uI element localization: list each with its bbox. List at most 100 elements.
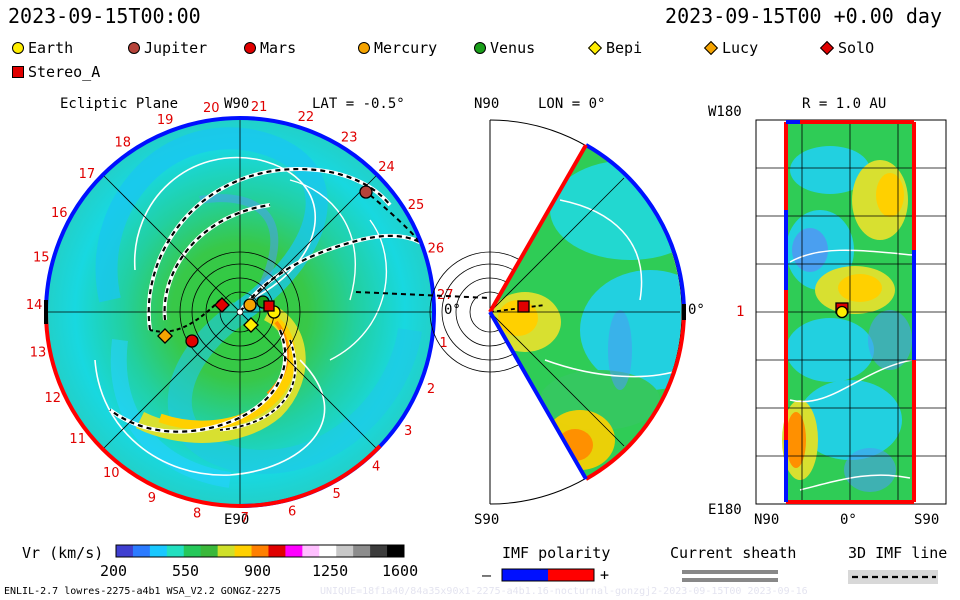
imf-polarity-minus: – [482,566,492,584]
sector-label: 21 [251,100,268,115]
stereo-a-marker-icon [12,66,24,78]
colorbar-cell [319,545,337,557]
colorbar-cell [132,545,151,557]
colorbar-cell [200,545,219,557]
colorbar-title: Vr (km/s) [22,544,104,562]
map-r-label: R = 1.0 AU [802,96,887,112]
map-x-mid-label: 0° [840,512,857,528]
meridional-wedge [429,119,686,505]
footer-left: ENLIL-2.7 lowres-2275-a4b1 WSA_V2.2 GONG… [4,586,281,597]
sector-label: 16 [51,206,68,221]
imf-polarity-label: IMF polarity [502,544,611,562]
sector-label: 12 [45,391,62,406]
bepi-marker [243,317,259,333]
sun-marker [236,308,244,316]
earth-marker-icon [12,42,24,54]
sector-label: 11 [69,432,86,447]
ecliptic-bottom-label: E90 [224,512,250,528]
colorbar-cell [370,545,388,557]
sector-label: 5 [333,487,341,502]
jupiter-marker [359,185,373,199]
solo-marker [214,297,230,313]
sector-label: 17 [79,167,96,182]
sector-label: 1 [439,336,447,351]
sector-label: 22 [298,110,315,125]
sector-label: 19 [157,113,174,128]
legend-venus: Venus [474,39,535,57]
colorbar [115,544,405,558]
colorbar-cell [285,545,303,557]
meridional-right-label: 0° [688,302,705,318]
sector-label: 24 [378,160,395,175]
colorbar-cell [234,545,253,557]
mars-marker [185,334,199,348]
venus-marker-icon [474,42,486,54]
sector-label: 25 [408,198,425,213]
legend-earth: Earth [12,39,73,57]
map-x-left-label: N90 [754,512,780,528]
sector-label: 10 [103,466,120,481]
sector-label: 2 [427,382,435,397]
ecliptic-top-label: W90 [224,96,250,112]
legend-lucy: Lucy [703,39,758,57]
imf-line-sample [848,570,938,584]
colorbar-tick-1: 550 [172,562,200,580]
legend-stereo-a: Stereo_A [12,63,100,81]
ecliptic-title: Ecliptic Plane [60,96,179,112]
latlon-map [755,119,947,505]
colorbar-cell [387,545,405,557]
colorbar-tick-3: 1250 [312,562,349,580]
sector-label: 6 [288,504,296,519]
colorbar-cell [268,545,286,557]
current-sheath-label: Current sheath [670,544,797,562]
sector-label: 14 [26,298,43,313]
colorbar-cell [183,545,202,557]
sector-label: 8 [193,507,201,522]
imf-line-label: 3D IMF line [848,544,948,562]
sector-label: 3 [404,424,412,439]
legend-jupiter: Jupiter [128,39,207,57]
colorbar-tick-2: 900 [244,562,272,580]
footer-right: UNIQUE=18f1a40/84a35x90x1-2275-a4b1.16-n… [320,586,808,597]
mars-marker-icon [244,42,256,54]
sector-label: 4 [372,460,380,475]
meridional-stereo-a-marker [517,300,530,313]
map-mid-left-label: 1 [736,304,745,320]
mercury-marker [243,298,257,312]
colorbar-tick-4: 1600 [382,562,419,580]
colorbar-cell [166,545,185,557]
sector-label: 9 [148,491,156,506]
date-left: 2023-09-15T00:00 [8,4,201,28]
colorbar-cell [336,545,354,557]
map-earth-marker [835,305,849,319]
sector-label: 18 [115,136,132,151]
colorbar-cell [353,545,371,557]
stereo-a-marker [263,300,275,312]
sector-label: 7 [241,511,249,526]
colorbar-cell [251,545,269,557]
current-sheath-sample [682,570,778,582]
map-bottom-left-label: E180 [708,502,742,518]
sector-label: 27 [437,288,454,303]
ecliptic-disk [44,116,436,508]
sector-label: 23 [341,130,358,145]
colorbar-cell [116,545,134,557]
lucy-marker [157,328,173,344]
colorbar-tick-0: 200 [100,562,128,580]
colorbar-cell [149,545,168,557]
colorbar-cell [217,545,236,557]
legend-mars: Mars [244,39,296,57]
imf-polarity-plus: + [600,566,610,584]
sector-label: 20 [203,101,220,116]
map-x-right-label: S90 [914,512,940,528]
meridional-top-label: N90 [474,96,500,112]
meridional-bottom-label: S90 [474,512,500,528]
sector-label: 13 [30,346,47,361]
sector-labels: 20 21222324252627123456789101112131415161… [26,100,454,526]
imf-link-line [355,291,491,299]
legend-solo: SolO [819,39,874,57]
sector-label: 26 [428,241,445,256]
meridional-lon-label: LON = 0° [538,96,606,112]
mercury-marker-icon [358,42,370,54]
